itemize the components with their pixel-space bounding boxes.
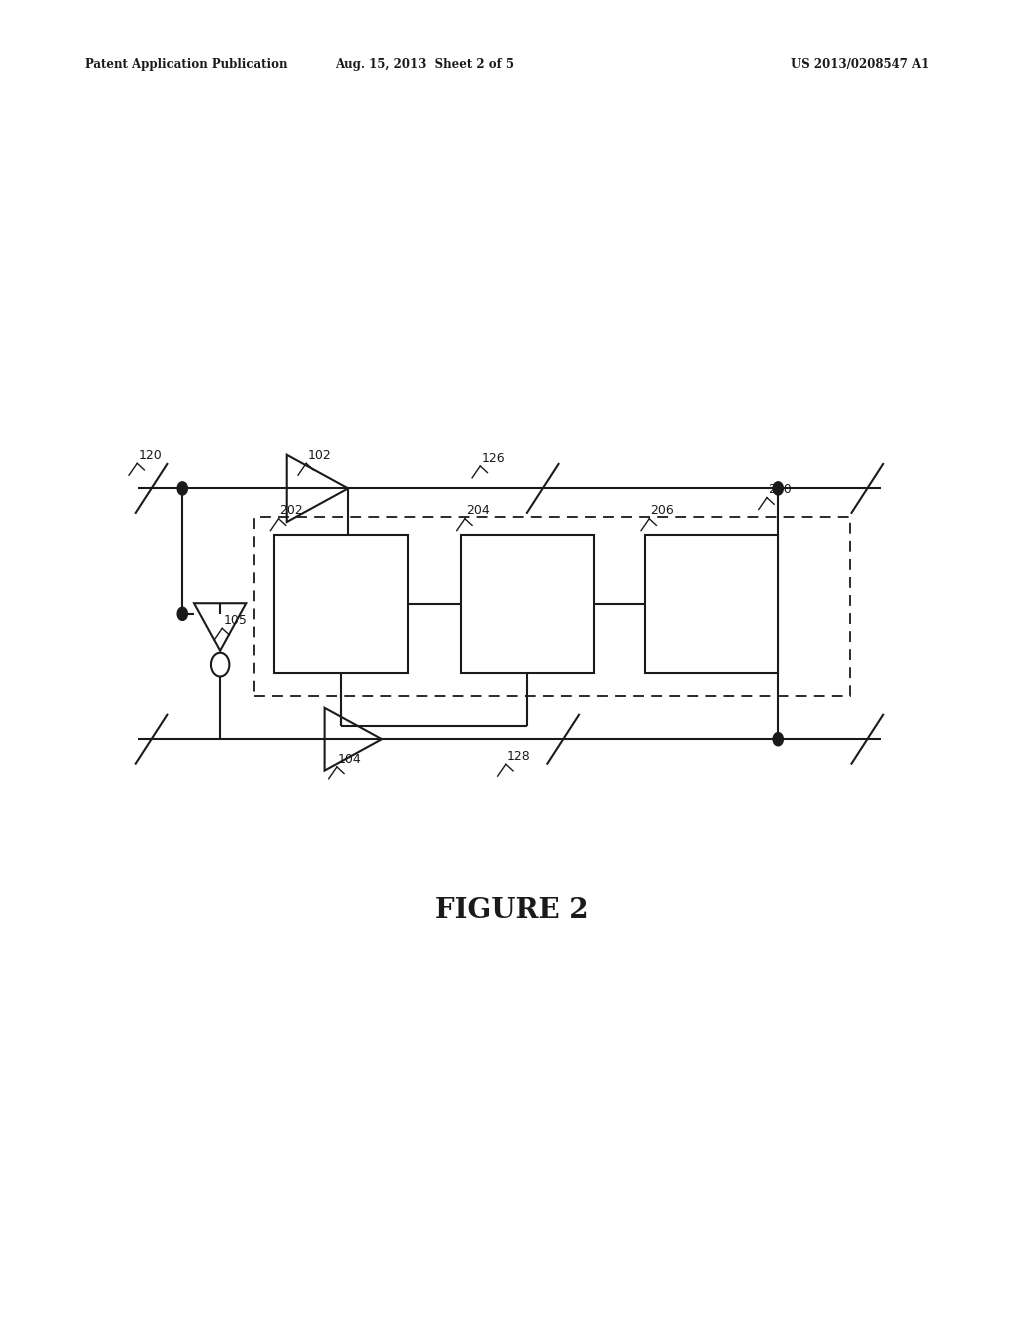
Text: 102: 102 (307, 449, 331, 462)
Text: 206: 206 (650, 504, 674, 517)
Text: 128: 128 (507, 750, 530, 763)
Text: 105: 105 (223, 614, 247, 627)
Text: 202: 202 (280, 504, 303, 517)
Text: Patent Application Publication: Patent Application Publication (85, 58, 288, 71)
Circle shape (177, 482, 187, 495)
Text: US 2013/0208547 A1: US 2013/0208547 A1 (791, 58, 930, 71)
Circle shape (177, 607, 187, 620)
Text: 104: 104 (338, 752, 361, 766)
Text: FIGURE 2: FIGURE 2 (435, 898, 589, 924)
Bar (254, 517, 850, 696)
Text: 126: 126 (481, 451, 505, 465)
Circle shape (773, 482, 783, 495)
Text: 120: 120 (138, 449, 162, 462)
Text: Aug. 15, 2013  Sheet 2 of 5: Aug. 15, 2013 Sheet 2 of 5 (336, 58, 514, 71)
Text: 204: 204 (466, 504, 489, 517)
Bar (274, 535, 408, 673)
Circle shape (773, 733, 783, 746)
Bar (645, 535, 778, 673)
Text: 210: 210 (768, 483, 792, 496)
Bar (461, 535, 594, 673)
